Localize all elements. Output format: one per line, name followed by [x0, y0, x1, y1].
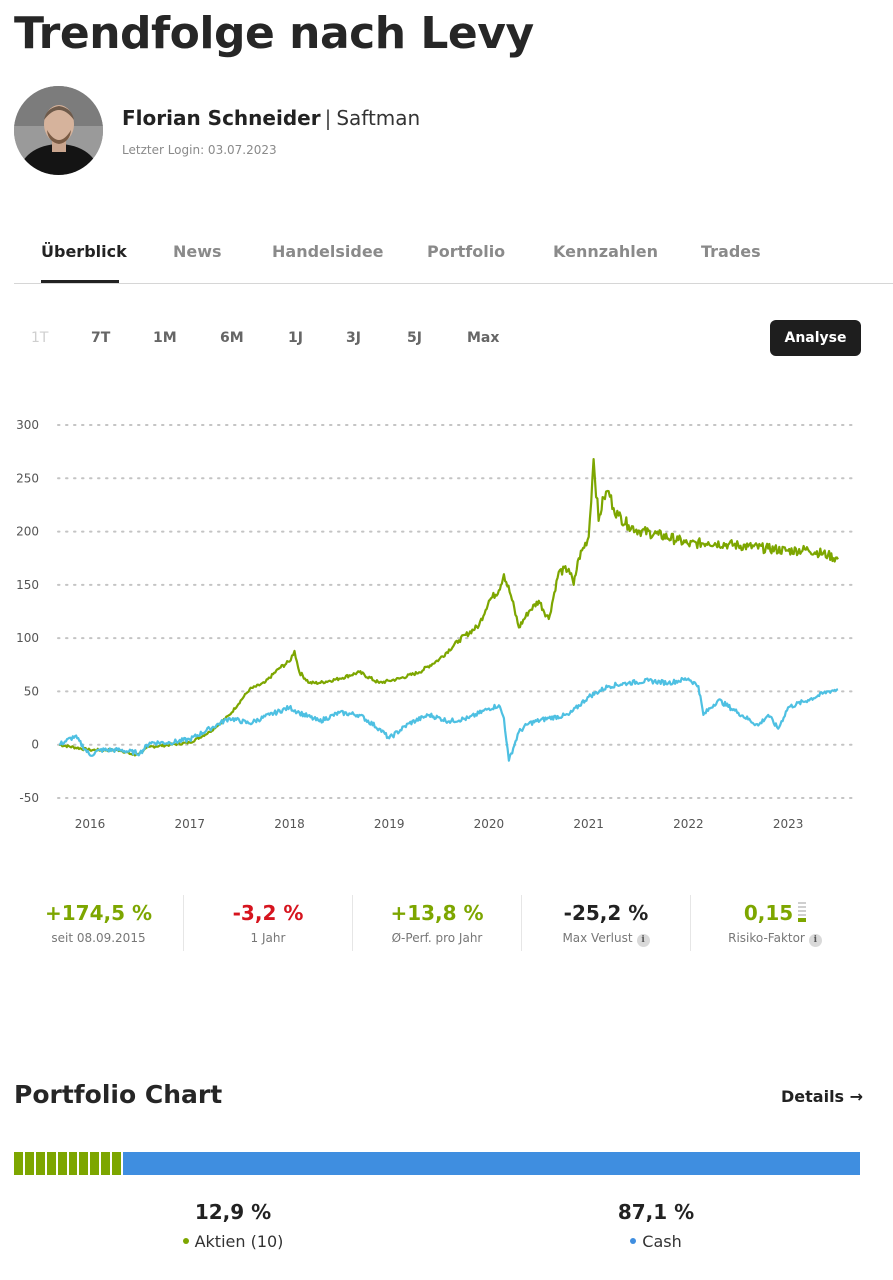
- range-6m[interactable]: 6M: [220, 330, 244, 346]
- stat-1y: -3,2 % 1 Jahr: [183, 895, 352, 951]
- tab-bar: Überblick News Handelsidee Portfolio Ken…: [14, 238, 893, 284]
- info-icon[interactable]: i: [636, 934, 650, 947]
- author-name[interactable]: Florian Schneider: [122, 106, 321, 130]
- stat-risk-value: 0,15: [743, 901, 794, 925]
- stat-avg-label: Ø-Perf. pro Jahr: [391, 931, 483, 945]
- range-5j[interactable]: 5J: [407, 330, 422, 346]
- last-login: Letzter Login: 03.07.2023: [122, 143, 277, 157]
- stat-risk-label-wrap: Risiko-Faktor i: [691, 931, 859, 947]
- portfolio-chart-title: Portfolio Chart: [14, 1080, 223, 1109]
- y-tick-label: 200: [16, 525, 39, 539]
- tab-ueberblick[interactable]: Überblick: [41, 242, 127, 261]
- stats-row: +174,5 % seit 08.09.2015 -3,2 % 1 Jahr +…: [14, 895, 860, 955]
- range-1j[interactable]: 1J: [288, 330, 303, 346]
- allocation-bar[interactable]: [14, 1152, 860, 1175]
- x-tick-label: 2018: [274, 817, 305, 831]
- x-tick-label: 2019: [374, 817, 405, 831]
- stat-risk-label: Risiko-Faktor: [728, 931, 805, 945]
- tab-handelsidee[interactable]: Handelsidee: [272, 242, 384, 261]
- stock-position-segment[interactable]: [46, 1152, 56, 1175]
- tab-trades[interactable]: Trades: [701, 242, 761, 261]
- author-separator: |: [324, 106, 332, 130]
- stock-position-segment[interactable]: [90, 1152, 100, 1175]
- stat-total-label: seit 08.09.2015: [51, 931, 146, 945]
- details-link[interactable]: Details →: [781, 1087, 864, 1106]
- stat-maxloss-label: Max Verlust: [562, 931, 633, 945]
- legend-stocks-label: Aktien (10): [194, 1232, 284, 1251]
- stock-position-segment[interactable]: [24, 1152, 34, 1175]
- active-tab-indicator: [41, 280, 119, 283]
- stat-risk: 0,15 Risiko-Faktor i: [690, 895, 859, 951]
- x-tick-label: 2016: [75, 817, 106, 831]
- range-1t[interactable]: 1T: [31, 330, 49, 346]
- tab-kennzahlen[interactable]: Kennzahlen: [553, 242, 658, 261]
- author-nickname: Saftman: [336, 106, 421, 130]
- stock-position-segment[interactable]: [79, 1152, 89, 1175]
- series-line-portfolio: [58, 458, 839, 757]
- stock-position-segment[interactable]: [57, 1152, 67, 1175]
- legend-cash-pct: 87,1 %: [617, 1200, 695, 1224]
- cash-dot-icon: [630, 1238, 637, 1244]
- avatar[interactable]: [14, 86, 103, 175]
- y-tick-label: 150: [16, 578, 39, 592]
- x-tick-label: 2020: [474, 817, 505, 831]
- analyse-button[interactable]: Analyse: [770, 320, 861, 356]
- stat-total: +174,5 % seit 08.09.2015: [14, 895, 183, 951]
- stat-risk-value-wrap: 0,15: [691, 901, 859, 925]
- legend-cash-label-wrap: Cash: [536, 1232, 776, 1251]
- stock-position-segment[interactable]: [35, 1152, 45, 1175]
- stocks-dot-icon: [182, 1238, 189, 1244]
- legend-stocks: 12,9 % Aktien (10): [113, 1200, 353, 1251]
- range-7t[interactable]: 7T: [91, 330, 111, 346]
- y-tick-label: 100: [16, 631, 39, 645]
- performance-chart[interactable]: 300 250 200 150 100 50 0 -50 2016 2017 2018 2019 202…: [0, 400, 893, 840]
- y-tick-label: 300: [16, 418, 39, 432]
- tab-news[interactable]: News: [173, 242, 222, 261]
- stat-avg-value: +13,8 %: [390, 901, 484, 925]
- x-tick-label: 2017: [174, 817, 205, 831]
- x-tick-label: 2023: [773, 817, 804, 831]
- y-tick-label: 0: [31, 738, 39, 752]
- stock-position-segment[interactable]: [112, 1152, 122, 1175]
- stock-position-segment[interactable]: [101, 1152, 111, 1175]
- stat-avg: +13,8 % Ø-Perf. pro Jahr: [352, 895, 521, 951]
- stock-position-segment[interactable]: [68, 1152, 78, 1175]
- series-line-benchmark: [58, 676, 839, 762]
- tab-portfolio[interactable]: Portfolio: [427, 242, 506, 261]
- y-tick-label: 250: [16, 471, 39, 485]
- y-tick-label: 50: [24, 684, 39, 698]
- range-max[interactable]: Max: [467, 330, 500, 346]
- author-line: Florian Schneider | Saftman: [122, 106, 420, 130]
- stat-1y-label: 1 Jahr: [250, 931, 286, 945]
- stat-maxloss: -25,2 % Max Verlust i: [521, 895, 690, 951]
- stock-position-segment[interactable]: [14, 1152, 23, 1175]
- range-3j[interactable]: 3J: [346, 330, 361, 346]
- legend-cash: 87,1 % Cash: [536, 1200, 776, 1251]
- legend-stocks-pct: 12,9 %: [194, 1200, 272, 1224]
- range-1m[interactable]: 1M: [153, 330, 177, 346]
- y-tick-label: -50: [19, 791, 39, 805]
- avatar-photo: [14, 86, 103, 175]
- allocation-cash-segment[interactable]: [123, 1152, 860, 1175]
- stat-1y-value: -3,2 %: [232, 901, 304, 925]
- risk-level-icon: [798, 902, 807, 922]
- stat-maxloss-label-wrap: Max Verlust i: [522, 931, 690, 947]
- x-tick-label: 2022: [673, 817, 704, 831]
- page-title: Trendfolge nach Levy: [14, 8, 534, 59]
- stat-total-value: +174,5 %: [44, 901, 153, 925]
- info-icon[interactable]: i: [808, 934, 822, 947]
- legend-stocks-label-wrap: Aktien (10): [113, 1232, 353, 1251]
- x-tick-label: 2021: [573, 817, 604, 831]
- allocation-stocks-segment[interactable]: [14, 1152, 123, 1175]
- legend-cash-label: Cash: [642, 1232, 682, 1251]
- stat-maxloss-value: -25,2 %: [563, 901, 649, 925]
